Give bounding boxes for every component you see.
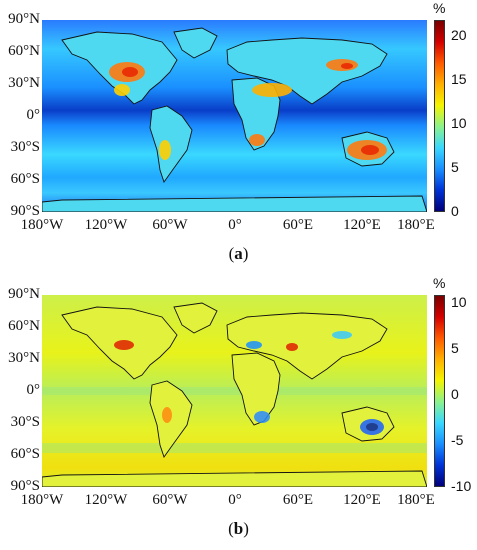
lon-label: 120°W	[84, 217, 128, 233]
lon-label: 60°E	[282, 217, 314, 233]
panel-caption-a: (a)	[0, 244, 477, 264]
colorbar-tick: 5	[451, 159, 459, 175]
lat-label: 60°N	[8, 318, 40, 334]
map-panel-b: % 90°N 60°N 30°N 0° 30°S 60°S 90°S	[0, 275, 477, 550]
lat-label: 30°N	[8, 350, 40, 366]
lat-label: 90°N	[8, 11, 40, 27]
colorbar-tick: 0	[451, 203, 459, 219]
lat-label: 30°S	[10, 139, 40, 155]
lon-label: 60°E	[282, 492, 314, 508]
caption-letter: a	[234, 244, 243, 263]
lat-label: 90°S	[10, 478, 40, 494]
caption-close: )	[242, 244, 249, 263]
lon-label: 60°W	[152, 217, 188, 233]
colorbar-tick: -10	[451, 478, 472, 494]
lon-label: 180°E	[397, 492, 435, 508]
map-image-a	[42, 20, 427, 212]
lon-label: 60°W	[152, 492, 188, 508]
lon-label: 0°	[228, 217, 242, 233]
caption-close: )	[243, 519, 249, 538]
lat-label: 60°S	[10, 171, 40, 187]
lon-label: 180°W	[20, 492, 64, 508]
lat-label: 90°S	[10, 203, 40, 219]
lon-label: 0°	[228, 492, 242, 508]
caption-open: (	[228, 519, 234, 538]
colorbar-tick: 10	[451, 115, 467, 131]
colorbar-tick: 10	[451, 294, 467, 310]
colorbar-unit-b: %	[433, 275, 446, 291]
lat-label: 0°	[26, 107, 41, 123]
lon-label: 180°W	[20, 217, 64, 233]
colorbar-tick: 0	[451, 386, 459, 402]
colorbar-b	[434, 295, 445, 487]
panel-caption-b: (b)	[0, 519, 477, 539]
lat-label: 30°S	[10, 414, 40, 430]
caption-letter: b	[233, 519, 244, 538]
map-panel-a: % 90°N 60°N 30°N 0° 30°S 60°S 90°S	[0, 0, 477, 264]
colorbar-unit-a: %	[433, 0, 446, 16]
lat-label: 30°N	[8, 75, 40, 91]
colorbar-tick: -5	[451, 432, 464, 448]
caption-open: (	[228, 244, 235, 263]
lat-label: 60°S	[10, 446, 40, 462]
colorbar-tick: 15	[451, 71, 467, 87]
lon-label: 180°E	[397, 217, 435, 233]
colorbar-tick: 5	[451, 340, 459, 356]
lat-label: 90°N	[8, 286, 40, 302]
lon-label: 120°W	[84, 492, 128, 508]
map-image-b	[42, 295, 427, 487]
colorbar-tick: 20	[451, 27, 467, 43]
lon-label: 120°E	[343, 492, 381, 508]
lat-label: 60°N	[8, 43, 40, 59]
lat-label: 0°	[26, 382, 41, 398]
lon-label: 120°E	[343, 217, 381, 233]
colorbar-a	[434, 20, 445, 212]
